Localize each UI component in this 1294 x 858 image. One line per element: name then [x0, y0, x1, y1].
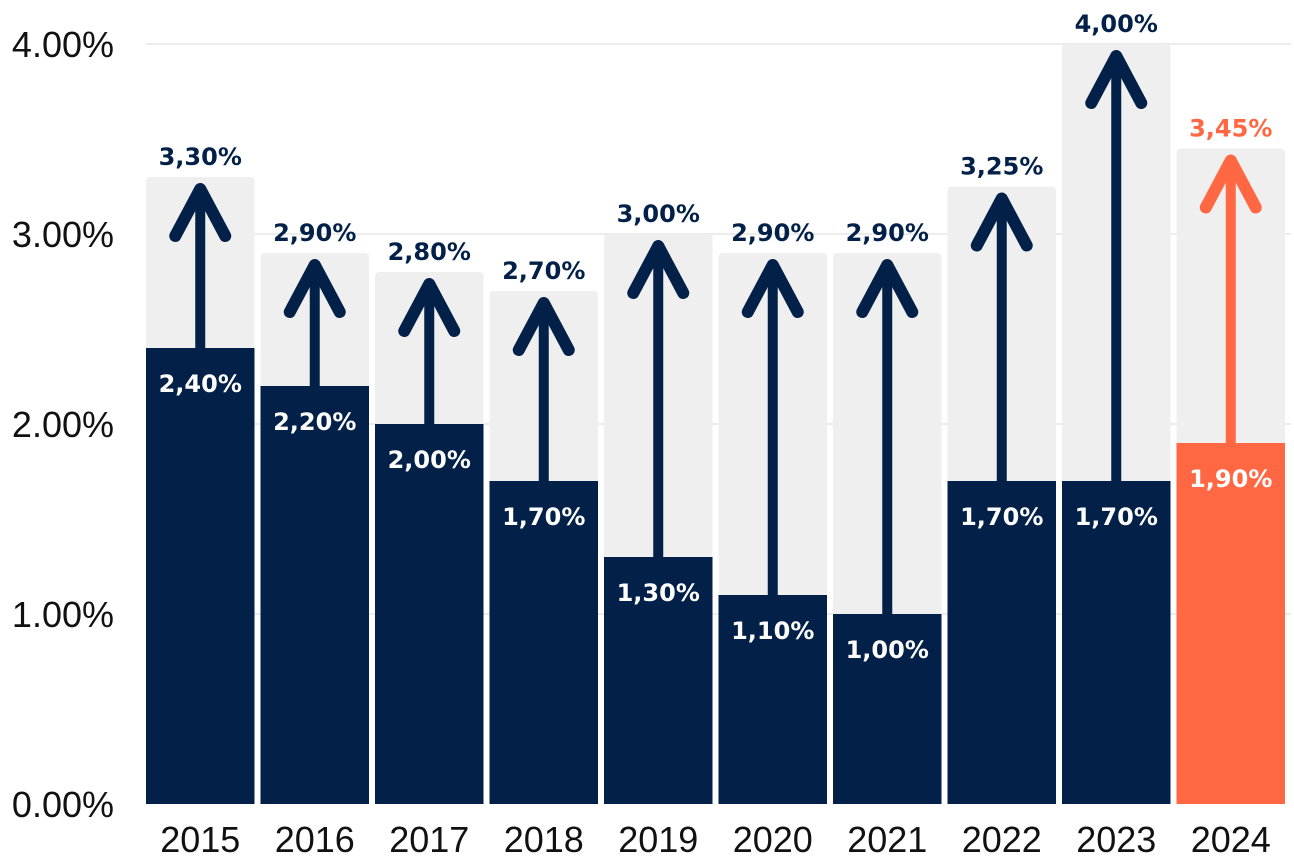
y-tick-label: 0.00%: [12, 784, 114, 825]
base-value-label: 1,10%: [731, 617, 814, 645]
target-value-label: 3,25%: [960, 153, 1043, 181]
x-tick-label: 2024: [1191, 819, 1271, 858]
value-bar: [718, 595, 827, 804]
x-tick-label: 2022: [962, 819, 1042, 858]
arrow-head: [398, 278, 461, 337]
target-value-label: 4,00%: [1075, 10, 1158, 38]
arrow-head: [627, 240, 690, 299]
value-bar: [260, 386, 369, 804]
bars: 3,30% 2,40% 2,90% 2,20% 2,80% 2,00% 2,70% 1,70%…: [146, 10, 1285, 804]
arrow-head: [856, 259, 919, 318]
value-bar: [947, 481, 1056, 804]
target-value-label: 2,90%: [273, 219, 356, 247]
value-bar: [375, 424, 484, 804]
y-tick-label: 3.00%: [12, 214, 114, 255]
x-axis: 2015 2016 2017 2018 2019 2020 2021 2022 2023 2024: [160, 819, 1271, 858]
x-tick-label: 2015: [160, 819, 240, 858]
target-value-label: 2,90%: [731, 219, 814, 247]
value-bar: [1176, 443, 1285, 804]
x-tick-label: 2018: [504, 819, 584, 858]
target-value-label: 3,30%: [159, 143, 242, 171]
base-value-label: 1,70%: [1075, 503, 1158, 531]
base-value-label: 2,40%: [159, 370, 242, 398]
target-value-label: 2,70%: [502, 257, 585, 285]
y-tick-label: 1.00%: [12, 594, 114, 635]
x-tick-label: 2019: [618, 819, 698, 858]
y-tick-label: 4.00%: [12, 24, 114, 65]
value-bar: [489, 481, 598, 804]
x-tick-label: 2016: [275, 819, 355, 858]
arrow-head: [512, 297, 575, 356]
target-value-label: 2,80%: [388, 238, 471, 266]
target-value-label: 3,45%: [1189, 115, 1272, 143]
value-bar: [146, 348, 255, 804]
arrow-head: [1199, 154, 1262, 214]
base-value-label: 1,30%: [617, 579, 700, 607]
value-bar: [833, 614, 942, 804]
y-tick-label: 2.00%: [12, 404, 114, 445]
value-bar: [604, 557, 713, 804]
y-axis: 0.00% 1.00% 2.00% 3.00% 4.00%: [12, 24, 114, 825]
x-tick-label: 2023: [1076, 819, 1156, 858]
arrow-head: [1085, 50, 1148, 109]
base-value-label: 1,70%: [960, 503, 1043, 531]
base-value-label: 2,20%: [273, 408, 356, 436]
arrow-head: [169, 183, 232, 242]
target-value-label: 2,90%: [846, 219, 929, 247]
base-value-label: 2,00%: [388, 446, 471, 474]
x-tick-label: 2017: [389, 819, 469, 858]
base-value-label: 1,70%: [502, 503, 585, 531]
arrow-head: [970, 192, 1033, 252]
x-tick-label: 2021: [847, 819, 927, 858]
arrow-head: [283, 259, 346, 318]
base-value-label: 1,00%: [846, 636, 929, 664]
x-tick-label: 2020: [733, 819, 813, 858]
target-value-label: 3,00%: [617, 200, 700, 228]
value-bar: [1062, 481, 1171, 804]
base-value-label: 1,90%: [1189, 465, 1272, 493]
arrow-head: [741, 259, 804, 318]
